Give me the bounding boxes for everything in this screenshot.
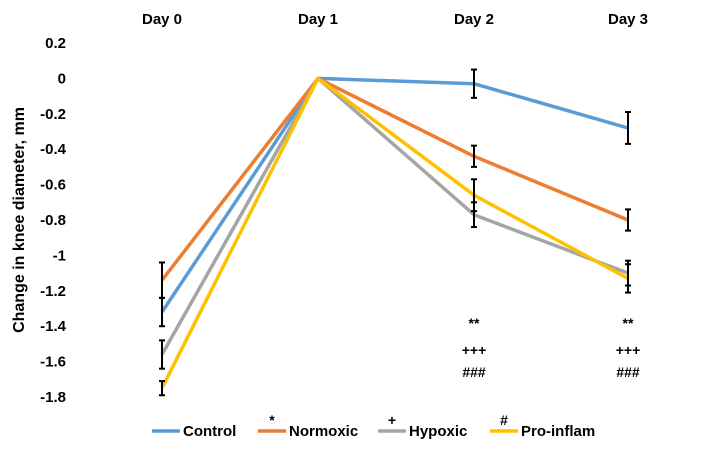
significance-label: ### xyxy=(616,364,640,380)
significance-label: ** xyxy=(623,315,634,331)
error-bar xyxy=(471,178,477,213)
y-tick-label: -1.2 xyxy=(40,283,66,300)
y-tick-label: -0.8 xyxy=(40,212,66,229)
legend-item-pro-inflam: # Pro-inflam xyxy=(490,412,595,440)
error-bar xyxy=(471,68,477,99)
y-axis-title: Change in knee diameter, mm xyxy=(11,107,28,333)
error-bar xyxy=(625,208,631,232)
series-lines xyxy=(160,76,629,389)
error-bar xyxy=(159,380,165,397)
x-tick-label: Day 3 xyxy=(608,11,648,28)
x-tick-label: Day 0 xyxy=(142,11,182,28)
error-bar xyxy=(159,261,165,299)
x-tick-label: Day 1 xyxy=(298,11,338,28)
series-line-pro-inflam xyxy=(160,76,629,389)
legend-marker: # xyxy=(500,412,508,428)
legend-label: Normoxic xyxy=(289,423,358,440)
error-bar xyxy=(159,339,165,370)
y-axis-labels: 0.2 0 -0.2 -0.4 -0.6 -0.8 -1 -1.2 -1.4 -1.6 -1.8 xyxy=(40,35,67,406)
y-tick-label: -1.4 xyxy=(40,318,67,335)
error-bars xyxy=(159,68,631,397)
y-tick-label: 0.2 xyxy=(45,35,66,52)
y-tick-label: -0.2 xyxy=(40,106,66,123)
legend-item-hypoxic: + Hypoxic xyxy=(378,412,467,440)
y-tick-label: -0.6 xyxy=(40,177,66,194)
significance-label: +++ xyxy=(462,342,487,358)
significance-label: +++ xyxy=(616,342,641,358)
significance-annotations: ** +++ ### ** +++ ### xyxy=(462,315,641,380)
y-tick-label: -1.8 xyxy=(40,389,66,406)
legend: Control * Normoxic + Hypoxic # Pro-inflam xyxy=(152,412,595,440)
y-tick-label: -1.6 xyxy=(40,354,66,371)
error-bar xyxy=(625,263,631,294)
legend-label: Pro-inflam xyxy=(521,423,595,440)
series-line-hypoxic xyxy=(160,76,629,356)
x-tick-label: Day 2 xyxy=(454,11,494,28)
x-axis-labels: Day 0 Day 1 Day 2 Day 3 xyxy=(142,11,648,28)
legend-marker: + xyxy=(388,412,396,428)
legend-marker: * xyxy=(269,412,275,428)
error-bar xyxy=(159,296,165,328)
error-bar xyxy=(625,111,631,145)
significance-label: ### xyxy=(462,364,486,380)
error-bar xyxy=(471,144,477,168)
y-tick-label: -1 xyxy=(53,247,66,264)
legend-label: Hypoxic xyxy=(409,423,467,440)
significance-label: ** xyxy=(469,315,480,331)
y-tick-label: -0.4 xyxy=(40,141,67,158)
legend-item-control: Control xyxy=(152,423,236,440)
series-line-normoxic xyxy=(160,76,629,282)
series-line-control xyxy=(160,76,629,313)
y-tick-label: 0 xyxy=(58,70,66,87)
legend-item-normoxic: * Normoxic xyxy=(258,412,358,440)
legend-label: Control xyxy=(183,423,236,440)
